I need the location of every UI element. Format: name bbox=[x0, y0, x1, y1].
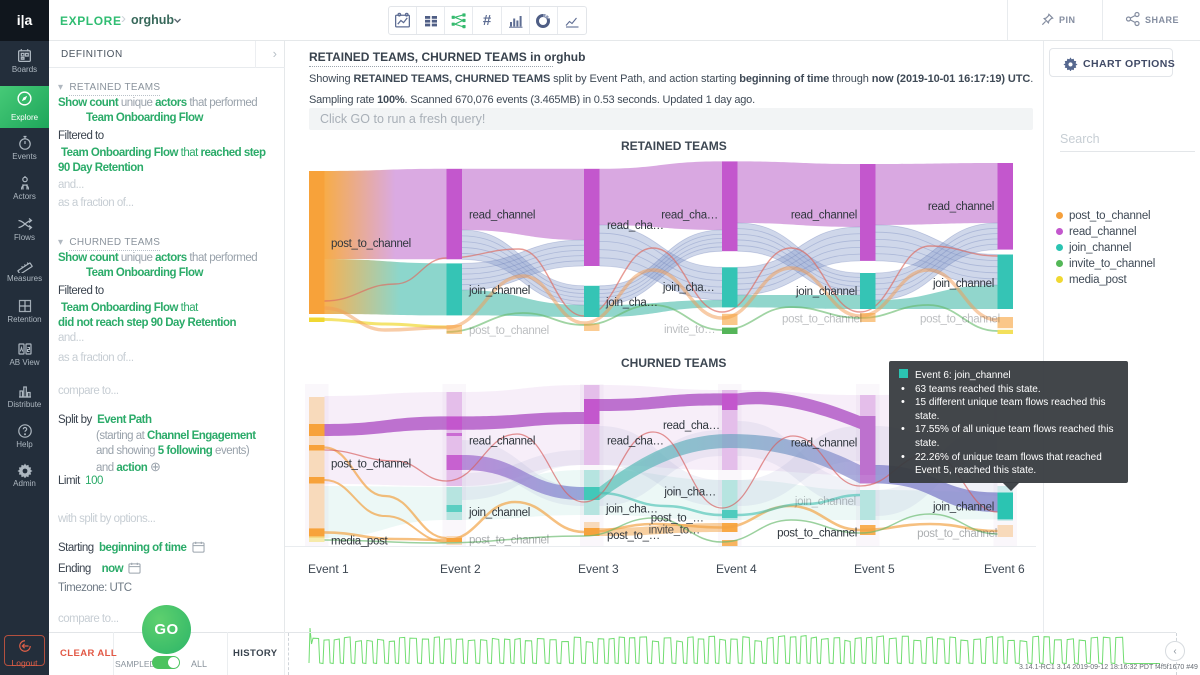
svg-text:read_cha…: read_cha… bbox=[607, 220, 664, 232]
svg-text:read_channel: read_channel bbox=[928, 201, 994, 213]
svg-text:read_cha…: read_cha… bbox=[607, 436, 664, 448]
svg-text:post_to_channel: post_to_channel bbox=[782, 314, 862, 326]
svg-text:post_to_…: post_to_… bbox=[607, 530, 660, 542]
svg-text:post_to_channel: post_to_channel bbox=[469, 535, 549, 547]
svg-text:post_to_channel: post_to_channel bbox=[331, 459, 411, 471]
svg-text:post_to_channel: post_to_channel bbox=[920, 314, 1000, 326]
svg-text:join_cha…: join_cha… bbox=[605, 297, 658, 309]
svg-text:join_cha…: join_cha… bbox=[662, 282, 715, 294]
svg-text:join_channel: join_channel bbox=[794, 496, 856, 508]
svg-text:read_channel: read_channel bbox=[469, 436, 535, 448]
svg-text:join_cha…: join_cha… bbox=[605, 504, 658, 516]
svg-text:read_channel: read_channel bbox=[791, 210, 857, 222]
svg-text:invite_to…: invite_to… bbox=[664, 324, 715, 336]
svg-text:join_channel: join_channel bbox=[468, 507, 530, 519]
svg-text:join_channel: join_channel bbox=[932, 502, 994, 514]
svg-text:read_cha…: read_cha… bbox=[663, 420, 720, 432]
svg-text:join_channel: join_channel bbox=[932, 278, 994, 290]
svg-text:post_to_…: post_to_… bbox=[651, 512, 704, 524]
svg-text:join_channel: join_channel bbox=[795, 286, 857, 298]
svg-text:join_cha…: join_cha… bbox=[663, 487, 716, 499]
svg-text:read_channel: read_channel bbox=[791, 437, 857, 449]
svg-text:read_cha…: read_cha… bbox=[661, 210, 718, 222]
svg-text:post_to_channel: post_to_channel bbox=[917, 528, 997, 540]
svg-text:media_post: media_post bbox=[331, 536, 389, 548]
svg-text:read_channel: read_channel bbox=[469, 210, 535, 222]
svg-text:post_to_channel: post_to_channel bbox=[331, 238, 411, 250]
svg-text:post_to_channel: post_to_channel bbox=[777, 527, 857, 539]
svg-text:post_to_channel: post_to_channel bbox=[469, 325, 549, 337]
svg-text:invite_to…: invite_to… bbox=[649, 525, 700, 537]
svg-text:join_channel: join_channel bbox=[468, 285, 530, 297]
